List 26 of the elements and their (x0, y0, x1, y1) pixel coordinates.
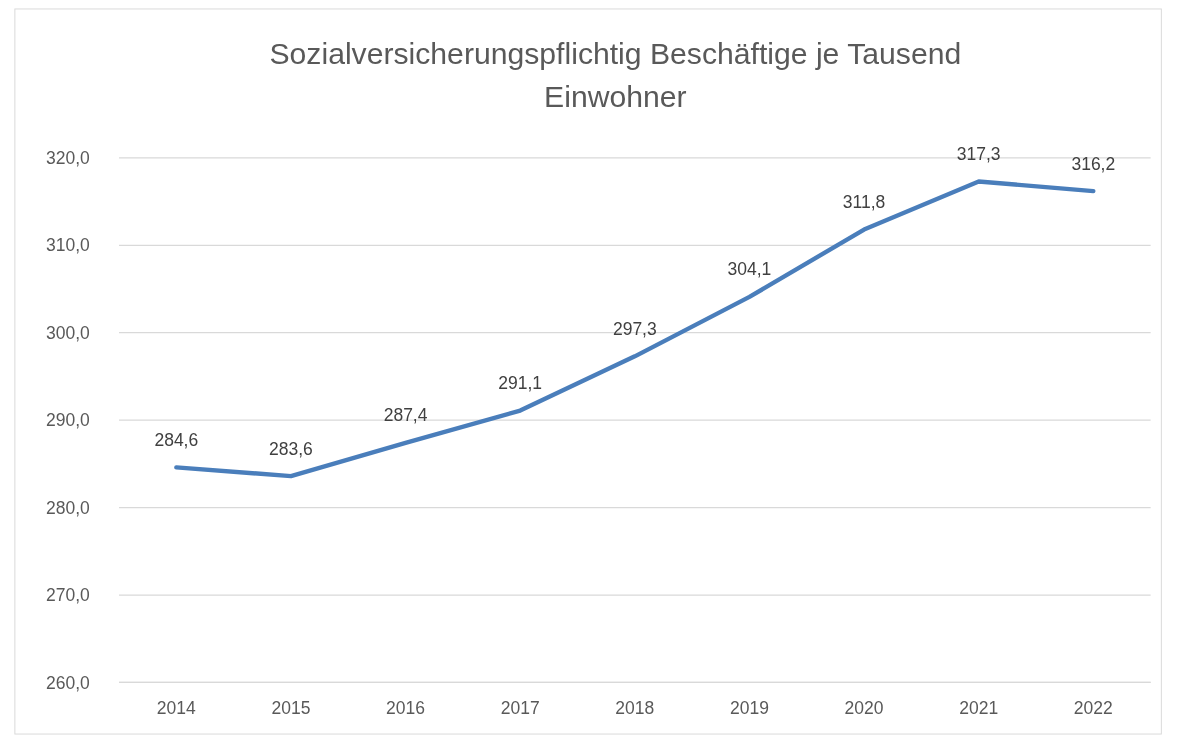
data-label: 316,2 (1071, 153, 1116, 174)
y-tick-label: 320,0 (46, 148, 91, 169)
y-tick-label: 280,0 (46, 497, 91, 518)
x-tick-label: 2016 (386, 697, 426, 718)
x-tick-label: 2015 (271, 697, 311, 718)
x-tick-label: 2017 (500, 697, 540, 718)
x-tick-label: 2014 (156, 697, 197, 718)
data-label: 304,1 (727, 259, 772, 280)
y-tick-label: 270,0 (46, 585, 91, 606)
x-tick-label: 2018 (615, 697, 655, 718)
data-label: 284,6 (154, 429, 199, 450)
data-label: 287,4 (383, 405, 428, 426)
y-tick-label: 300,0 (46, 322, 91, 343)
y-tick-label: 260,0 (46, 672, 91, 693)
chart-title: Sozialversicherungspflichtig Beschäftige je Tausend Einwohner (269, 37, 962, 114)
data-label: 311,8 (842, 192, 886, 213)
y-tick-label: 310,0 (46, 235, 91, 256)
data-label: 297,3 (612, 318, 657, 339)
data-label: 283,6 (269, 438, 313, 459)
data-label: 317,3 (956, 144, 1001, 165)
x-tick-label: 2022 (1073, 697, 1113, 718)
x-tick-label: 2020 (844, 697, 884, 718)
x-tick-label: 2019 (729, 697, 769, 718)
data-label: 291,1 (498, 373, 543, 394)
y-tick-label: 290,0 (46, 410, 91, 431)
x-tick-label: 2021 (959, 697, 999, 718)
